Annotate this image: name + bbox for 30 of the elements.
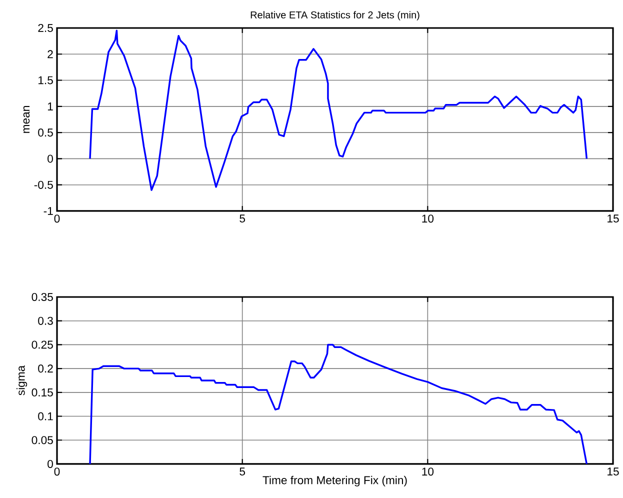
x-tick-label: 5 xyxy=(240,468,246,476)
y-tick-label: 0.3 xyxy=(38,316,53,325)
y-tick-label: 0.35 xyxy=(32,292,53,301)
x-tick-label: 15 xyxy=(608,214,619,222)
y-tick-label: 0.5 xyxy=(38,128,53,137)
line-series xyxy=(89,344,588,464)
y-tick-label: 0 xyxy=(48,460,53,468)
y-tick-label: 0.15 xyxy=(32,388,53,396)
y-axis-title: mean xyxy=(23,106,30,133)
y-tick-label: 0.2 xyxy=(38,364,53,373)
y-tick-label: -0.5 xyxy=(34,180,53,189)
y-tick-label: -1 xyxy=(44,207,53,215)
y-tick-label: 1.5 xyxy=(38,76,53,84)
y-tick-label: 0.05 xyxy=(32,436,53,444)
y-tick-label: 1 xyxy=(48,102,53,110)
x-tick-label: 0 xyxy=(54,468,60,476)
y-tick-label: 0.1 xyxy=(38,412,53,420)
x-axis-title: Time from Metering Fix (min) xyxy=(262,476,407,486)
x-tick-label: 5 xyxy=(240,214,246,222)
x-tick-label: 0 xyxy=(54,214,60,223)
x-tick-label: 15 xyxy=(608,468,619,476)
line-series xyxy=(89,30,588,191)
x-tick-label: 10 xyxy=(422,468,434,476)
y-tick-label: 0 xyxy=(48,154,53,163)
y-tick-label: 0.25 xyxy=(32,340,53,349)
x-tick-label: 10 xyxy=(422,214,434,223)
y-tick-label: 2.5 xyxy=(38,24,53,32)
y-tick-label: 2 xyxy=(48,50,53,58)
chart-title: Relative ETA Statistics for 2 Jets (min) xyxy=(250,11,420,20)
y-axis-title: sigma xyxy=(16,365,28,396)
